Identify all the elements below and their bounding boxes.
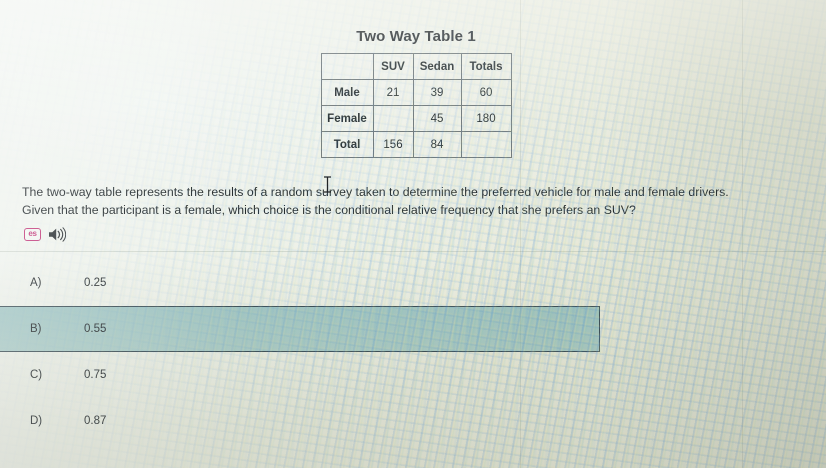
table-cell-female-sedan: 45 [412,105,462,132]
table-row-label-total: Total [320,131,374,158]
two-way-table-block: Two Way Table 1 SUV Sedan Totals Male [318,28,514,158]
table-header-sedan: Sedan [412,53,462,80]
content-divider [0,251,826,252]
option-value-b: 0.55 [84,323,107,335]
question-line-1: The two-way table represents the results… [22,185,729,199]
table-row: Female 45 180 [320,105,512,132]
table-cell-male-suv: 21 [372,79,414,106]
table-row: Total 156 84 [320,131,512,158]
table-cell-male-totals: 60 [460,79,512,106]
text-ibeam-cursor [323,176,332,193]
table-corner-cell [320,53,374,80]
option-letter-c: C) [30,369,43,381]
answer-option-a[interactable]: A) 0.25 [0,260,826,306]
answer-option-c[interactable]: C) 0.75 [0,352,826,398]
table-cell-total-suv: 156 [372,131,414,158]
table-cell-male-sedan: 39 [412,79,462,106]
table-row-label-female: Female [320,105,374,132]
table-header-suv: SUV [372,53,414,80]
answer-options-list: A) 0.25 B) 0.55 C) 0.75 D) 0.87 [0,260,826,444]
table-cell-total-totals [460,131,512,158]
question-line-2: Given that the participant is a female, … [22,203,636,217]
table-cell-female-totals: 180 [460,105,512,132]
answer-option-b[interactable]: B) 0.55 [0,306,600,352]
option-value-a: 0.25 [84,277,107,289]
answer-option-d[interactable]: D) 0.87 [0,398,826,444]
question-prompt: The two-way table represents the results… [22,183,808,219]
table-row: Male 21 39 60 [320,79,512,106]
table-header-row: SUV Sedan Totals [320,53,512,80]
panel-seam [520,0,521,468]
spanish-translate-icon[interactable]: es [24,228,41,241]
table-header-totals: Totals [460,53,512,80]
option-value-d: 0.87 [84,415,107,427]
table-cell-total-sedan: 84 [412,131,462,158]
table-title: Two Way Table 1 [356,28,476,45]
option-letter-a: A) [30,277,42,289]
option-value-c: 0.75 [84,369,107,381]
speaker-icon[interactable] [48,227,67,242]
question-tools: es [24,227,67,242]
table-cell-female-suv [372,105,414,132]
option-letter-b: B) [30,323,42,335]
table-row-label-male: Male [320,79,374,106]
option-letter-d: D) [30,415,43,427]
panel-seam [742,0,743,468]
two-way-table: SUV Sedan Totals Male 21 39 60 Female [320,53,512,158]
